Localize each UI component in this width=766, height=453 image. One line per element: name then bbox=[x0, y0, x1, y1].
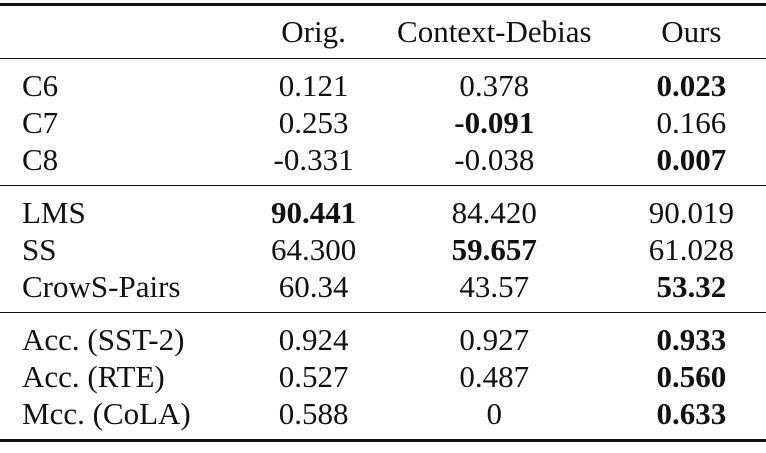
header-row: Orig. Context-Debias Ours bbox=[0, 3, 766, 59]
table-row-crows-pairs: CrowS-Pairs 60.34 43.57 53.32 bbox=[0, 268, 766, 313]
row-label: C6 bbox=[0, 58, 256, 104]
row-label: SS bbox=[22, 232, 57, 267]
row-label: CrowS-Pairs bbox=[22, 269, 181, 304]
cell-orig: 0.253 bbox=[278, 105, 349, 140]
cell-orig: 0.924 bbox=[255, 312, 372, 358]
table-row-lms: LMS 90.441 84.420 90.019 bbox=[0, 185, 766, 231]
cell-orig: -0.331 bbox=[273, 142, 354, 177]
header-cell-ours: Ours bbox=[616, 3, 766, 59]
row-label: LMS bbox=[0, 185, 256, 231]
results-table: Orig. Context-Debias Ours C6 0.121 0.378… bbox=[0, 3, 766, 442]
cell-ours: 90.019 bbox=[616, 185, 766, 231]
header-cell-metric bbox=[0, 3, 256, 59]
cell-context-debias: 84.420 bbox=[371, 185, 617, 231]
cell-ours: 0.007 bbox=[656, 142, 727, 177]
cell-context-debias: 0.927 bbox=[371, 312, 617, 358]
cell-ours: 0.166 bbox=[656, 105, 727, 140]
cell-context-debias: -0.091 bbox=[454, 105, 535, 140]
cell-context-debias: 59.657 bbox=[451, 232, 537, 267]
cell-orig: 60.34 bbox=[278, 269, 349, 304]
header-cell-context-debias: Context-Debias bbox=[371, 3, 617, 59]
cell-ours: 0.933 bbox=[616, 312, 766, 358]
cell-context-debias: -0.038 bbox=[454, 142, 535, 177]
cell-context-debias: 0.378 bbox=[371, 58, 617, 104]
header-cell-orig: Orig. bbox=[255, 3, 372, 59]
cell-context-debias: 43.57 bbox=[459, 269, 530, 304]
cell-context-debias: 0 bbox=[371, 395, 617, 442]
cell-ours: 53.32 bbox=[656, 269, 727, 304]
row-label: C8 bbox=[22, 142, 59, 177]
cell-ours: 0.633 bbox=[616, 395, 766, 442]
row-label: C7 bbox=[22, 105, 59, 140]
cell-ours: 0.023 bbox=[616, 58, 766, 104]
cell-orig: 0.527 bbox=[278, 359, 349, 394]
cell-orig: 0.121 bbox=[255, 58, 372, 104]
row-label: Acc. (RTE) bbox=[22, 359, 165, 394]
table-row-acc-sst2: Acc. (SST-2) 0.924 0.927 0.933 bbox=[0, 312, 766, 358]
row-label: Mcc. (CoLA) bbox=[0, 395, 256, 442]
table-row-acc-rte: Acc. (RTE) 0.527 0.487 0.560 bbox=[0, 358, 766, 395]
cell-ours: 0.560 bbox=[656, 359, 727, 394]
cell-orig: 0.588 bbox=[255, 395, 372, 442]
cell-context-debias: 0.487 bbox=[459, 359, 530, 394]
table-row-ss: SS 64.300 59.657 61.028 bbox=[0, 231, 766, 268]
table-row-c6: C6 0.121 0.378 0.023 bbox=[0, 58, 766, 104]
table-row-c7: C7 0.253 -0.091 0.166 bbox=[0, 104, 766, 141]
cell-ours: 61.028 bbox=[648, 232, 734, 267]
table-row-c8: C8 -0.331 -0.038 0.007 bbox=[0, 141, 766, 186]
table-row-mcc-cola: Mcc. (CoLA) 0.588 0 0.633 bbox=[0, 395, 766, 442]
cell-orig: 90.441 bbox=[255, 185, 372, 231]
row-label: Acc. (SST-2) bbox=[0, 312, 256, 358]
cell-orig: 64.300 bbox=[270, 232, 357, 267]
